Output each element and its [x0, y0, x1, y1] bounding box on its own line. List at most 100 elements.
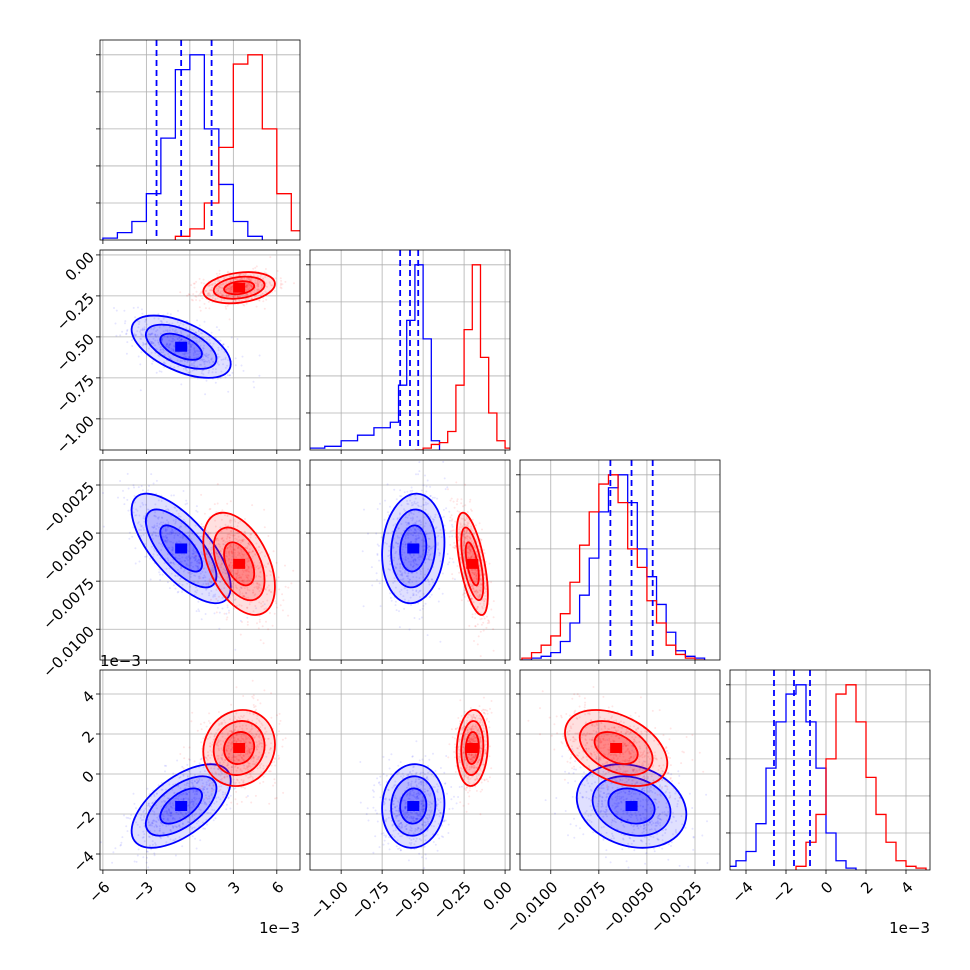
scatter-point: [209, 540, 212, 543]
histogram-red: [174, 54, 300, 240]
panel-frame: [309, 249, 511, 451]
scatter-point: [242, 555, 245, 558]
scatter-point: [179, 291, 182, 294]
scatter-point: [225, 289, 228, 292]
scatter-point: [250, 283, 253, 286]
scatter-point: [162, 317, 165, 320]
scatter-point: [183, 359, 186, 362]
scatter-point: [112, 874, 114, 876]
scatter-point: [422, 497, 424, 500]
scatter-point: [399, 562, 402, 565]
scatter-point: [376, 552, 379, 555]
scatter-point: [226, 535, 229, 538]
scatter-point: [231, 534, 234, 537]
scatter-point: [453, 578, 456, 581]
scatter-point: [232, 548, 235, 551]
scatter-point: [279, 286, 282, 289]
scatter-point: [247, 542, 250, 545]
scatter-point: [276, 606, 278, 609]
scatter-point: [379, 502, 381, 505]
scatter-point: [228, 558, 231, 561]
scatter-point: [222, 343, 225, 346]
scatter-point: [429, 525, 432, 528]
scatter-point: [418, 618, 421, 620]
scatter-point: [241, 553, 244, 555]
scatter-point: [191, 343, 194, 346]
scatter-point: [228, 374, 231, 377]
scatter-point: [281, 745, 284, 748]
scatter-point: [208, 338, 211, 341]
scatter-point: [412, 576, 415, 578]
scatter-point: [403, 551, 406, 554]
scatter-point: [196, 567, 199, 570]
scatter-point: [246, 606, 249, 609]
scatter-point: [140, 334, 143, 336]
scatter-point: [272, 784, 275, 787]
scatter-point: [226, 294, 229, 297]
scatter-point: [244, 293, 247, 296]
scatter-point: [243, 595, 246, 598]
scatter-point: [196, 510, 199, 513]
scatter-point: [252, 704, 255, 706]
scatter-point: [246, 586, 249, 589]
scatter-point: [229, 290, 232, 292]
scatter-point: [184, 503, 187, 506]
scatter-point: [207, 292, 210, 295]
scatter-point: [474, 617, 477, 619]
scatter-point: [166, 329, 169, 332]
scatter-point: [229, 577, 232, 580]
scatter-point: [208, 552, 211, 555]
scatter-point: [227, 290, 230, 293]
scatter-point: [224, 358, 227, 361]
scatter-point: [221, 509, 224, 512]
scatter-point: [263, 526, 266, 529]
scatter-point: [166, 539, 169, 541]
scatter-point: [428, 537, 431, 540]
scatter-point: [267, 628, 270, 631]
scatter-point: [424, 530, 427, 533]
scatter-point: [222, 282, 225, 285]
scatter-point: [168, 346, 171, 349]
scatter-point: [190, 720, 193, 723]
scatter-point: [246, 561, 249, 563]
scatter-point: [241, 278, 243, 281]
scatter-point: [176, 337, 179, 340]
scatter-point: [189, 562, 192, 564]
scatter-point: [403, 541, 406, 543]
scatter-point: [398, 626, 401, 629]
scatter-point: [153, 524, 156, 527]
scatter-point: [172, 584, 175, 587]
scatter-point: [234, 357, 237, 360]
scatter-point: [234, 584, 237, 587]
scatter-point: [164, 534, 167, 537]
scatter-point: [216, 579, 219, 582]
scatter-point: [212, 342, 215, 345]
scatter-point: [262, 775, 265, 778]
scatter-point: [463, 595, 466, 598]
scatter-point: [212, 294, 214, 296]
y-tick-label: −0.75: [53, 371, 98, 416]
scatter-point: [451, 573, 454, 576]
scatter-point: [145, 512, 147, 515]
scatter-point: [183, 352, 186, 354]
scatter-point: [188, 334, 191, 336]
scatter-point: [202, 576, 205, 579]
scatter-point: [192, 550, 195, 553]
scatter-point: [279, 719, 282, 722]
scatter-point: [146, 787, 149, 790]
scatter-point: [257, 586, 260, 589]
scatter-point: [406, 531, 409, 534]
scatter-point: [198, 340, 201, 343]
scatter-point: [407, 571, 410, 574]
scatter-point: [229, 794, 232, 797]
scatter-point: [236, 572, 238, 575]
scatter-point: [186, 361, 189, 364]
scatter-point: [184, 525, 187, 528]
scatter-point: [421, 553, 424, 556]
panel-2-1: [306, 459, 511, 664]
scatter-point: [254, 266, 257, 269]
scatter-point: [182, 570, 185, 573]
scatter-point: [227, 359, 230, 361]
scatter-point: [200, 618, 203, 621]
scatter-point: [192, 581, 195, 584]
